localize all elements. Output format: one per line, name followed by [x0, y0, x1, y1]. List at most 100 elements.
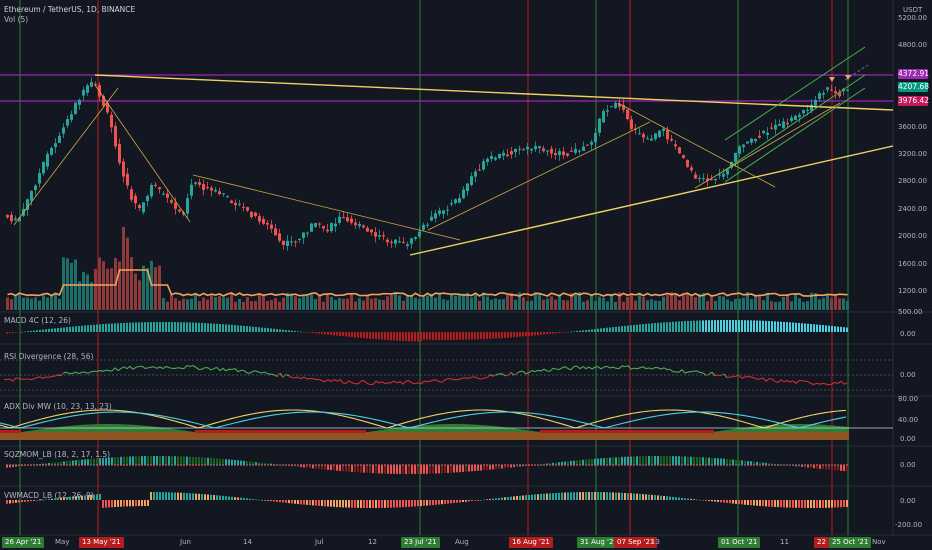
rsi-segment [459, 377, 464, 380]
volume-bar [234, 301, 237, 310]
candle-body [18, 217, 21, 222]
vwmacd-bar [39, 500, 41, 501]
adx-green [42, 428, 45, 432]
rsi-segment [96, 370, 101, 373]
candle-body [822, 93, 825, 95]
vwmacd-bar [519, 495, 521, 500]
sqz-dot [333, 464, 335, 466]
rsi-segment [738, 374, 743, 379]
rsi-segment [60, 372, 65, 376]
macd-bar [18, 332, 20, 333]
sqz-dot [759, 464, 761, 466]
adx-red [309, 430, 312, 433]
macd-bar [570, 331, 572, 333]
sqz-bar [48, 462, 50, 465]
adx-red [567, 430, 570, 433]
candle-body [302, 232, 305, 239]
sqz-bar [456, 465, 458, 473]
rsi-segment [660, 367, 665, 370]
sqz-bar [468, 465, 470, 472]
macd-bar [825, 325, 827, 332]
sqz-bar [423, 465, 425, 474]
volume-bar [470, 297, 473, 310]
sqz-bar [330, 465, 332, 471]
macd-bar [693, 320, 695, 332]
candle-body [374, 232, 377, 237]
vwmacd-bar [813, 500, 815, 508]
adx-brown [360, 432, 363, 440]
macd-bar [711, 320, 713, 332]
candle-body [118, 143, 121, 163]
vwmacd-bar [630, 493, 632, 500]
rsi-segment [540, 368, 545, 372]
volume-bar [770, 301, 773, 310]
volume-bar [474, 294, 477, 310]
candle-body [46, 153, 49, 167]
sqz-dot [15, 464, 17, 466]
rsi-segment [555, 368, 560, 371]
macd-bar [525, 332, 527, 337]
vwmacd-bar [114, 500, 116, 508]
rsi-segment [636, 367, 641, 370]
rsi-segment [312, 378, 317, 381]
macd-bar [417, 332, 419, 342]
adx-green [153, 426, 156, 432]
adx-green [747, 427, 750, 432]
sqz-bar [480, 465, 482, 471]
adx-red [327, 430, 330, 433]
rsi-segment [639, 366, 644, 369]
rsi-segment [831, 381, 836, 385]
sqz-dot [753, 464, 755, 466]
sqz-dot [672, 464, 674, 466]
adx-green [381, 429, 384, 432]
date-badge: 31 Aug '21 [577, 537, 621, 548]
volume-bar [306, 295, 309, 310]
adx-red [351, 430, 354, 433]
adx-green [411, 426, 414, 432]
adx-red [699, 430, 702, 433]
vwmacd-bar [594, 492, 596, 500]
adx-green [423, 425, 426, 432]
rsi-segment [516, 370, 521, 374]
rsi-segment [165, 365, 170, 369]
adx-red [204, 430, 207, 433]
adx-brown [453, 432, 456, 440]
candle-body [298, 238, 301, 240]
sqz-dot [102, 464, 104, 466]
rsi-segment [258, 371, 263, 374]
adx-brown [447, 432, 450, 440]
rsi-segment [834, 381, 839, 384]
vwmacd-bar [147, 500, 149, 507]
adx-red [270, 430, 273, 433]
vwmacd-bar [30, 500, 32, 502]
adx-brown [690, 432, 693, 440]
adx-green [501, 426, 504, 432]
macd-bar [123, 322, 125, 332]
candle-body [518, 148, 521, 150]
candle-body [234, 202, 237, 206]
vwmacd-bar [195, 493, 197, 500]
sqz-dot [39, 464, 41, 466]
sqz-bar [204, 457, 206, 465]
adx-brown [423, 432, 426, 440]
candle-body [738, 146, 741, 154]
adx-brown [279, 432, 282, 440]
candle-body [330, 223, 333, 232]
vwmacd-bar [303, 500, 305, 505]
adx-red [696, 430, 699, 433]
adx-red [3, 430, 6, 433]
sqz-dot [426, 464, 428, 466]
sqz-dot [807, 464, 809, 466]
sqz-bar [141, 456, 143, 465]
sqz-bar [726, 459, 728, 465]
rsi-segment [348, 380, 353, 384]
vwmacd-bar [270, 500, 272, 502]
sqz-bar [390, 465, 392, 474]
candle-body [102, 96, 105, 106]
candle-body [578, 150, 581, 152]
candle-body [554, 153, 557, 156]
adx-brown [48, 432, 51, 440]
sqz-bar [171, 456, 173, 465]
adx-red [693, 430, 696, 433]
